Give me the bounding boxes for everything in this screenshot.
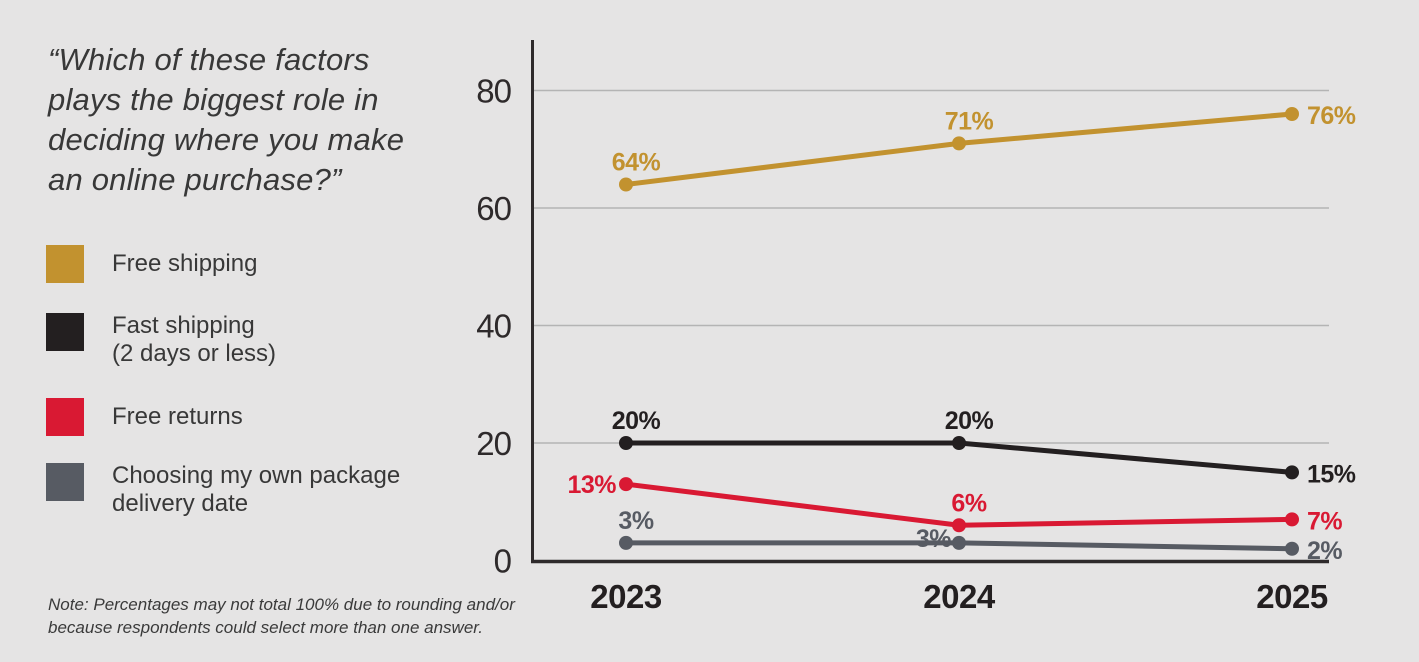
legend-item-free-shipping: Free shipping (46, 245, 257, 283)
data-point-label-choosing-my-own-package-delivery-date: 3% (916, 525, 951, 553)
data-point-fast-shipping-2-days-or-less (1285, 465, 1299, 480)
legend-label: Fast shipping (2 days or less) (112, 312, 276, 368)
survey-question: “Which of these factors plays the bigges… (48, 40, 468, 200)
data-point-label-fast-shipping-2-days-or-less: 15% (1307, 460, 1356, 488)
question-line: plays the biggest role in (48, 82, 379, 117)
footnote-line: because respondents could select more th… (48, 618, 484, 637)
data-point-choosing-my-own-package-delivery-date (952, 535, 966, 550)
data-point-label-free-returns: 7% (1307, 507, 1342, 535)
footnote-line: Note: Percentages may not total 100% due… (48, 595, 515, 614)
legend-label-line: Free shipping (112, 250, 258, 277)
y-axis-tick-label: 40 (476, 308, 511, 345)
data-point-label-free-shipping: 64% (612, 149, 661, 177)
question-line: an online purchase?” (48, 162, 342, 197)
legend-swatch (46, 463, 84, 501)
legend-label: Choosing my own package delivery date (112, 462, 400, 518)
data-point-label-free-returns: 6% (951, 489, 986, 517)
y-axis-tick-label: 80 (476, 73, 511, 110)
data-point-choosing-my-own-package-delivery-date (619, 535, 633, 550)
legend-label-line: (2 days or less) (112, 340, 277, 367)
y-axis-tick-label: 0 (494, 543, 512, 580)
y-axis-tick-label: 20 (476, 425, 511, 462)
data-point-fast-shipping-2-days-or-less (952, 436, 966, 450)
legend-item-free-returns: Free returns (46, 398, 243, 436)
data-point-free-returns (1285, 512, 1299, 527)
y-axis-tick-label: 60 (476, 190, 511, 227)
legend-item-fast-shipping: Fast shipping (2 days or less) (46, 312, 276, 368)
data-point-label-fast-shipping-2-days-or-less: 20% (945, 407, 994, 435)
legend-label-line: Free returns (112, 403, 243, 430)
legend-label-line: Fast shipping (112, 312, 255, 339)
data-point-free-shipping (619, 177, 633, 192)
data-point-free-shipping (1285, 107, 1299, 121)
legend-swatch (46, 313, 84, 351)
legend-label: Free returns (112, 403, 243, 431)
legend-item-delivery-date: Choosing my own package delivery date (46, 462, 400, 518)
legend-label-line: delivery date (112, 490, 249, 517)
question-line: “Which of these factors (48, 42, 370, 77)
legend-swatch (46, 245, 84, 283)
legend-swatch (46, 398, 84, 436)
x-axis-label: 2025 (1256, 578, 1328, 615)
data-point-label-free-shipping: 71% (945, 107, 994, 135)
data-point-label-free-shipping: 76% (1307, 102, 1356, 130)
data-point-label-choosing-my-own-package-delivery-date: 2% (1307, 537, 1342, 565)
x-axis-label: 2024 (923, 578, 996, 615)
data-point-fast-shipping-2-days-or-less (619, 436, 633, 450)
data-point-free-shipping (952, 136, 966, 151)
data-point-label-free-returns: 13% (567, 471, 616, 499)
data-point-free-returns (619, 477, 633, 492)
legend-label-line: Choosing my own package (112, 462, 401, 489)
legend-label: Free shipping (112, 250, 257, 278)
data-point-label-choosing-my-own-package-delivery-date: 3% (618, 507, 653, 535)
data-point-label-fast-shipping-2-days-or-less: 20% (612, 407, 661, 435)
x-axis-label: 2023 (590, 578, 662, 615)
footnote: Note: Percentages may not total 100% due… (48, 593, 528, 639)
data-point-free-returns (952, 518, 966, 533)
question-line: deciding where you make (48, 122, 405, 157)
data-point-choosing-my-own-package-delivery-date (1285, 541, 1299, 556)
